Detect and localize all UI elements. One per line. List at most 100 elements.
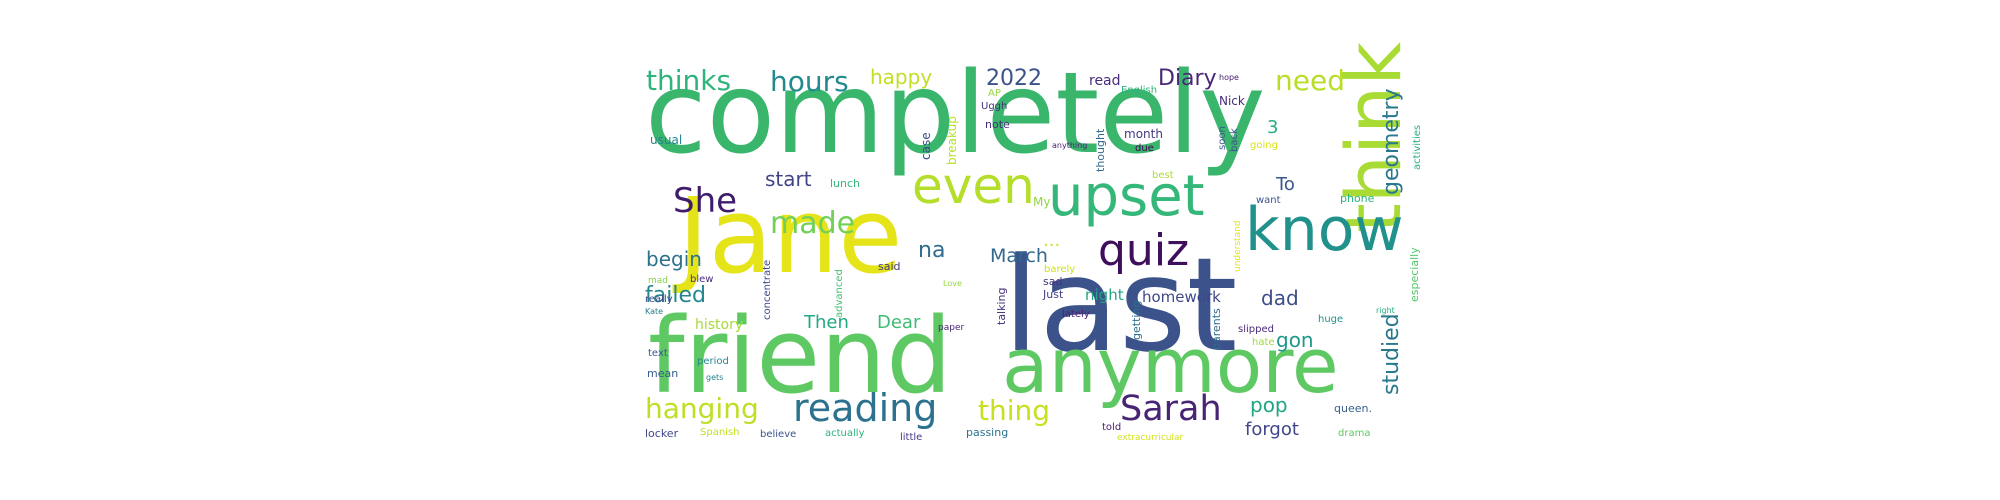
word-forgot: forgot (1245, 419, 1299, 440)
word-pop: pop (1250, 393, 1288, 417)
word-lately: lately (1062, 309, 1090, 320)
word-want: want (1256, 195, 1281, 206)
word-going: going (1250, 140, 1278, 151)
word-thought: thought (1094, 128, 1107, 172)
word-my: My (1033, 195, 1050, 209)
word-parents: parents (1210, 308, 1223, 350)
word-na: na (918, 238, 945, 263)
word-english: English (1121, 85, 1157, 96)
word-she: She (673, 181, 737, 221)
word-locker: locker (645, 427, 679, 440)
word-just: Just (1042, 288, 1064, 301)
word-begin: begin (646, 247, 702, 271)
word-jane: Jane (672, 175, 902, 297)
word-kate: Kate (645, 307, 663, 316)
word-read: read (1089, 73, 1121, 89)
word-really: really (645, 294, 673, 305)
word-period: period (697, 356, 729, 367)
word-text: text (648, 348, 668, 359)
word-nick: Nick (1219, 94, 1245, 108)
word-little: little (900, 432, 922, 443)
word-queen: queen. (1334, 402, 1372, 415)
word-thing: thing (978, 394, 1050, 427)
word-love: Love (943, 279, 962, 288)
word-reading: reading (793, 386, 937, 430)
word-blew: blew (690, 274, 713, 285)
word-getting: getting (1130, 301, 1143, 340)
word-believe: believe (760, 429, 796, 440)
word-last: last (1003, 229, 1237, 381)
word-made: made (770, 206, 855, 241)
word-phone: phone (1340, 192, 1375, 205)
word-sad: sad (1043, 275, 1062, 288)
word-right: right (1376, 306, 1395, 315)
word-geometry: geometry (1379, 88, 1404, 195)
word-barely: barely (1044, 264, 1075, 275)
word-completely: completely (645, 49, 1266, 179)
word-mean: mean (647, 367, 678, 380)
word-upset: upset (1048, 164, 1205, 229)
word-slipped: slipped (1238, 324, 1274, 335)
word-thinks: thinks (646, 64, 731, 97)
word-best: best (1152, 170, 1174, 181)
word-to: To (1275, 174, 1295, 195)
word-case: case (919, 132, 933, 160)
word-month: month (1124, 127, 1163, 141)
word-anything: anything (1052, 141, 1087, 150)
word-even: even (912, 157, 1035, 215)
word-passing: passing (966, 426, 1008, 439)
word-night: night (1085, 286, 1124, 304)
word-paper: paper (938, 323, 964, 333)
word-ellipsis: ... (1043, 230, 1060, 251)
word-usual: usual (650, 133, 682, 147)
word-said: said (878, 260, 901, 273)
word-drama: drama (1338, 428, 1370, 439)
word-huge: huge (1318, 314, 1343, 325)
word-hanging: hanging (645, 392, 759, 425)
word-gets: gets (706, 373, 723, 382)
word-told: told (1102, 422, 1121, 433)
word-homework: homework (1142, 288, 1221, 306)
word-diary: Diary (1158, 66, 1217, 91)
word-concentrate: concentrate (762, 260, 773, 320)
word-extracurricular: extracurricular (1117, 433, 1184, 443)
word-think: think (1329, 42, 1418, 233)
word-quiz: quiz (1098, 225, 1189, 276)
word-studied: studied (1379, 313, 1404, 395)
word-due: due (1135, 143, 1154, 154)
word-advanced: advanced (834, 269, 845, 318)
word-then: Then (803, 312, 849, 333)
word-back: back (1229, 128, 1240, 152)
word-march: March (990, 245, 1048, 267)
word-lunch: lunch (830, 177, 860, 190)
word-note: note (985, 118, 1010, 131)
word-hours: hours (770, 65, 849, 98)
word-hope: hope (1219, 73, 1239, 82)
word-sarah: Sarah (1120, 389, 1222, 429)
word-understand: understand (1233, 220, 1243, 272)
word-know: know (1245, 195, 1404, 265)
word-mad: mad (648, 276, 668, 286)
word-hate: hate (1252, 337, 1275, 348)
word-failed: failed (645, 283, 706, 308)
word-breakup: breakup (945, 116, 959, 165)
word-history: history (695, 317, 743, 333)
word-happy: happy (870, 65, 932, 89)
word-uggh: Uggh (981, 101, 1007, 112)
word-dear: Dear (877, 312, 921, 333)
word-anymore: anymore (1002, 321, 1339, 410)
word-activities: activities (1412, 125, 1423, 170)
word-ap: AP (988, 88, 1001, 99)
word-need: need (1275, 64, 1345, 97)
word-talking: talking (995, 288, 1008, 326)
word-3: 3 (1267, 117, 1278, 138)
word-dad: dad (1261, 286, 1299, 310)
word-friend: friend (648, 295, 952, 417)
word-gon: gon (1276, 328, 1314, 352)
word-actually: actually (825, 428, 865, 439)
word-2022: 2022 (986, 66, 1042, 91)
word-soon: soon (1217, 126, 1228, 150)
word-start: start (765, 167, 812, 191)
word-spanish: Spanish (700, 427, 740, 438)
